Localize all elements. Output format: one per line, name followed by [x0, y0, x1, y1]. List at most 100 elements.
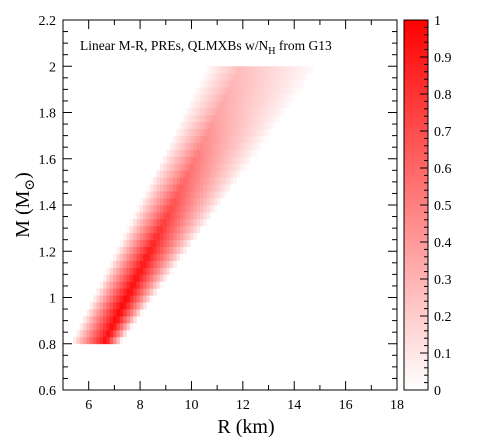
heatmap-cell: [126, 309, 131, 317]
heatmap-cell: [216, 198, 221, 206]
heatmap-cell: [226, 163, 231, 171]
heatmap-cell: [263, 114, 268, 123]
heatmap-cell: [186, 205, 191, 213]
heatmap-cell: [153, 246, 157, 254]
heatmap-cell: [149, 211, 154, 220]
heatmap-cell: [276, 66, 281, 74]
heatmap-cell: [179, 232, 184, 241]
heatmap-cell: [206, 177, 211, 185]
heatmap-cell: [126, 246, 131, 254]
heatmap-cell: [106, 288, 111, 296]
heatmap-cell: [106, 329, 111, 338]
heatmap-cell: [176, 135, 181, 143]
heatmap-cell: [139, 302, 144, 310]
heatmap-cell: [163, 205, 167, 213]
heatmap-cell: [96, 295, 101, 303]
heatmap-cell: [236, 80, 241, 88]
heatmap-cell: [159, 170, 164, 178]
heatmap-cell: [209, 100, 214, 109]
heatmap-cell: [266, 80, 271, 88]
colorbar-tick-label: 0.2: [434, 310, 452, 325]
heatmap-cell: [243, 114, 248, 123]
heatmap-cell: [219, 87, 224, 95]
heatmap-cell: [183, 184, 187, 192]
heatmap-cell: [226, 100, 231, 109]
heatmap-cell: [223, 163, 228, 171]
heatmap-cell: [193, 211, 197, 220]
heatmap-cell: [243, 149, 248, 157]
heatmap-cell: [223, 66, 228, 74]
heatmap-cell: [206, 170, 211, 178]
heatmap-cell: [143, 246, 147, 254]
heatmap-cell: [183, 114, 187, 123]
heatmap-cell: [186, 128, 191, 137]
heatmap-cell: [116, 281, 121, 289]
heatmap-cell: [159, 198, 164, 206]
heatmap-cell: [109, 267, 114, 275]
heatmap-cell: [243, 94, 248, 102]
heatmap-cell: [123, 309, 127, 317]
heatmap-cell: [196, 163, 201, 171]
colorbar-tick-label: 0.3: [434, 273, 452, 288]
heatmap-cell: [76, 336, 81, 345]
heatmap-cell: [193, 191, 197, 199]
heatmap-cell: [123, 295, 127, 303]
heatmap-cell: [256, 128, 261, 137]
heatmap-cell: [126, 316, 131, 324]
heatmap-cell: [219, 100, 224, 109]
heatmap-cell: [176, 142, 181, 150]
heatmap-cell: [119, 239, 124, 248]
heatmap-cell: [266, 66, 271, 74]
heatmap-cell: [166, 218, 171, 227]
heatmap-cell: [233, 156, 238, 164]
heatmap-cell: [153, 184, 157, 192]
heatmap-cell: [243, 142, 248, 150]
heatmap-cell: [143, 260, 147, 268]
heatmap-cell: [156, 205, 161, 213]
heatmap-cell: [209, 107, 214, 116]
heatmap-cell: [213, 156, 218, 164]
heatmap-cell: [209, 191, 214, 199]
heatmap-cell: [219, 163, 224, 171]
y-tick-label: 2.2: [39, 14, 57, 29]
heatmap-cell: [219, 177, 224, 185]
heatmap-cell: [106, 295, 111, 303]
x-axis: 6 8 10 12 14 16 18: [62, 20, 404, 413]
heatmap-cell: [223, 114, 228, 123]
heatmap-cell: [183, 149, 187, 157]
heatmap-cell: [219, 135, 224, 143]
heatmap-cell: [163, 156, 167, 164]
heatmap-cell: [189, 135, 194, 143]
heatmap-cell: [169, 260, 174, 268]
heatmap-cell: [199, 100, 204, 109]
heatmap-cell: [159, 163, 164, 171]
heatmap-cell: [203, 184, 208, 192]
colorbar-tick-label: 0.5: [434, 199, 452, 214]
heatmap-cell: [126, 281, 131, 289]
heatmap-cell: [290, 80, 294, 88]
heatmap-cell: [286, 94, 291, 102]
heatmap-cell: [226, 114, 231, 123]
heatmap-cell: [169, 177, 174, 185]
heatmap-cell: [166, 211, 171, 220]
heatmap-cell: [99, 295, 104, 303]
heatmap-cell: [233, 107, 238, 116]
heatmap-cell: [83, 322, 87, 331]
heatmap-cell: [196, 135, 201, 143]
heatmap-cell: [173, 163, 177, 171]
heatmap-cell: [189, 232, 194, 241]
heatmap-cell: [126, 232, 131, 241]
heatmap-cell: [139, 267, 144, 275]
heatmap-cell: [146, 267, 151, 275]
heatmap-cell: [179, 142, 184, 150]
heatmap-cell: [156, 170, 161, 178]
heatmap-cell: [226, 184, 231, 192]
heatmap-cell: [139, 232, 144, 241]
heatmap-cell: [223, 142, 228, 150]
heatmap-cell: [300, 80, 304, 88]
heatmap-cell: [166, 239, 171, 248]
heatmap-cell: [123, 302, 127, 310]
heatmap-cell: [193, 232, 197, 241]
heatmap-cell: [139, 260, 144, 268]
heatmap-cell: [99, 336, 104, 345]
